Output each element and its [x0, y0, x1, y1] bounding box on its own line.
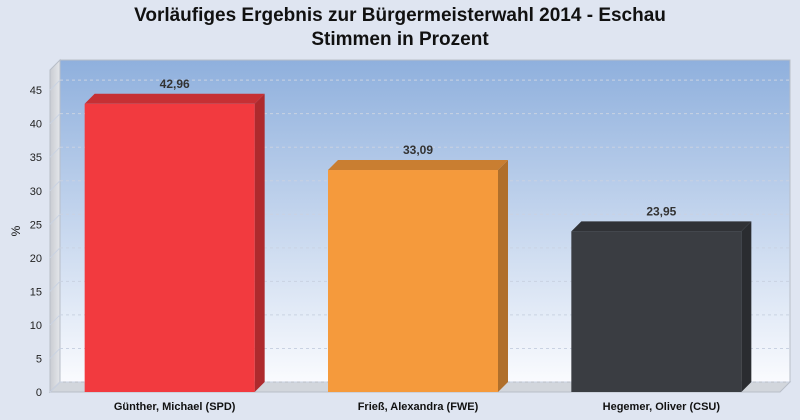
bar-group: 33,09	[328, 143, 508, 392]
y-tick-label: 25	[30, 219, 42, 231]
gridline-side	[49, 348, 61, 359]
y-tick-label: 0	[36, 387, 42, 399]
y-tick-label: 20	[30, 253, 42, 265]
y-tick-label: 30	[30, 186, 42, 198]
y-tick-label: 5	[36, 353, 42, 365]
gridline-side	[49, 146, 61, 158]
x-tick-label: Günther, Michael (SPD)	[114, 401, 236, 413]
x-tick-label: Frieß, Alexandra (FWE)	[358, 401, 479, 413]
bar-side	[741, 221, 752, 392]
y-tick-label: 35	[30, 152, 42, 164]
bar-side	[254, 93, 265, 392]
gridline-side	[49, 381, 61, 393]
data-label: 23,95	[646, 204, 676, 218]
y-axis-ticks: 0 5 10 15 20 25 30 35 40 45	[30, 85, 42, 399]
chart-subtitle: Stimmen in Prozent	[311, 29, 489, 50]
y-tick-label: 45	[30, 85, 42, 97]
bar-top	[571, 221, 752, 232]
gridline-side	[49, 213, 61, 225]
y-axis-title: %	[9, 225, 23, 236]
bar-top	[84, 93, 265, 104]
bar-group: 42,96	[84, 77, 265, 392]
data-label: 33,09	[403, 143, 433, 157]
gridline-side	[49, 314, 61, 326]
gridline-side	[49, 247, 61, 259]
chart-title: Vorläufiges Ergebnis zur Bürgermeisterwa…	[134, 5, 666, 26]
y-tick-label: 40	[30, 119, 42, 131]
bar	[328, 170, 498, 392]
bars: 42,96 33,09 23,95	[84, 77, 752, 392]
bar-top	[328, 160, 508, 171]
gridline-side	[49, 113, 61, 125]
x-axis-labels: Günther, Michael (SPD) Frieß, Alexandra (…	[114, 401, 721, 413]
bar	[571, 231, 742, 392]
x-tick-label: Hegemer, Oliver (CSU)	[603, 401, 721, 413]
bar-side	[498, 160, 508, 392]
gridline-side	[49, 180, 61, 192]
y-tick-label: 15	[30, 286, 42, 298]
chart-title-block: Vorläufiges Ergebnis zur Bürgermeisterwa…	[0, 4, 800, 52]
data-label: 42,96	[160, 77, 190, 91]
bar-group: 23,95	[571, 204, 752, 392]
bar	[84, 103, 255, 392]
gridline-side	[49, 281, 61, 292]
gridline-side	[49, 79, 61, 91]
y-tick-label: 10	[30, 320, 42, 332]
